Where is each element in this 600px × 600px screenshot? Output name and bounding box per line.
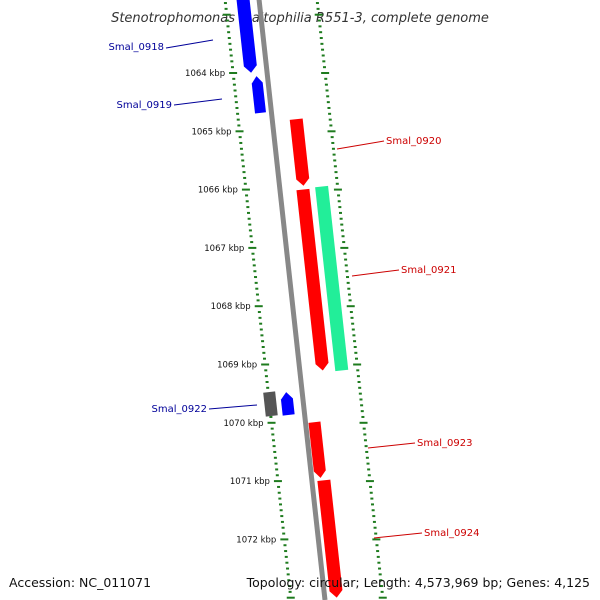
- gene-Smal_0920[interactable]: [289, 118, 310, 186]
- gene-label-Smal_0924[interactable]: Smal_0924: [424, 528, 479, 539]
- gene-Smal_0922[interactable]: [280, 391, 295, 416]
- scale-label: 1071 kbp: [230, 477, 270, 487]
- gene-Smal_0919[interactable]: [251, 76, 266, 114]
- leader-line: [367, 442, 416, 449]
- scale-label: 1066 kbp: [198, 186, 238, 196]
- gene-feature[interactable]: [315, 185, 349, 372]
- genome-title: Stenotrophomonas maltophilia R551-3, com…: [111, 11, 489, 26]
- scale-label: 1064 kbp: [185, 69, 225, 79]
- leader-line: [208, 404, 258, 410]
- scale-label: 1067 kbp: [204, 244, 244, 254]
- gene-Smal_0924[interactable]: [317, 479, 343, 599]
- gene-label-Smal_0919[interactable]: Smal_0919: [117, 100, 172, 111]
- accession-label: Accession: NC_011071: [9, 575, 152, 590]
- leader-line: [165, 39, 214, 49]
- gene-Smal_0918[interactable]: [236, 0, 257, 73]
- gene-feature[interactable]: [263, 391, 278, 417]
- scale-label: 1068 kbp: [211, 302, 251, 312]
- gene-label-Smal_0921[interactable]: Smal_0921: [401, 265, 456, 276]
- gene-label-Smal_0918[interactable]: Smal_0918: [109, 42, 164, 53]
- scale-label: 1070 kbp: [223, 419, 263, 429]
- gene-Smal_0921[interactable]: [296, 188, 329, 371]
- scale-label: 1065 kbp: [191, 127, 231, 137]
- leader-line: [351, 269, 400, 277]
- gene-Smal_0923[interactable]: [308, 421, 327, 479]
- gene-label-Smal_0922[interactable]: Smal_0922: [152, 404, 207, 415]
- genome-backbone: [256, 0, 328, 600]
- gene-layer: [236, 0, 349, 599]
- tick-layer: 1064 kbp 1065 kbp 1066 kbp 1067 kbp 1068 kbp…: [185, 2, 387, 599]
- scale-label: 1072 kbp: [236, 535, 276, 545]
- gene-label-Smal_0920[interactable]: Smal_0920: [386, 136, 441, 147]
- gene-label-Smal_0923[interactable]: Smal_0923: [417, 438, 472, 449]
- label-layer: Smal_0918 Smal_0919 Smal_0920 Smal_0921 Smal…: [109, 39, 479, 539]
- topology-label: Topology: circular; Length: 4,573,969 bp…: [246, 575, 590, 590]
- scale-label: 1069 kbp: [217, 361, 257, 371]
- leader-line: [336, 140, 385, 150]
- leader-line: [173, 98, 223, 106]
- leader-line: [373, 532, 423, 539]
